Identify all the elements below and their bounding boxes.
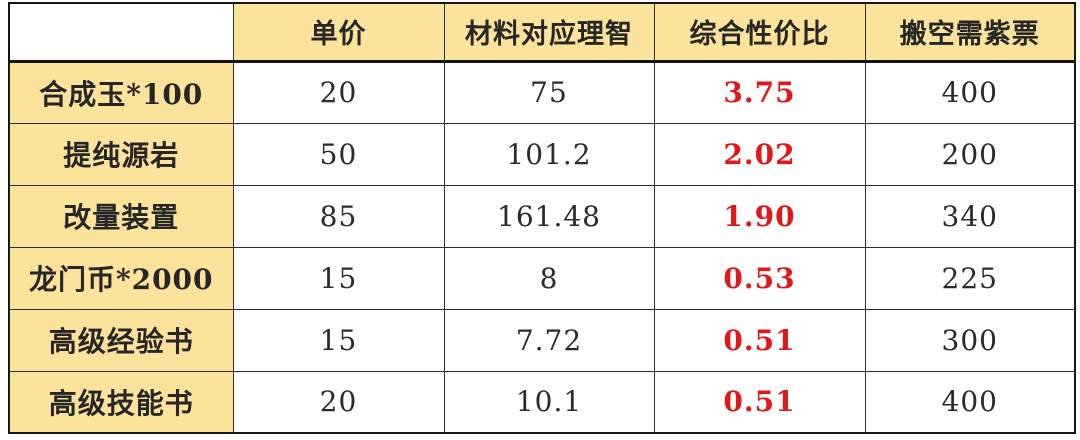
cell-sanity: 101.2 <box>443 122 655 186</box>
cell-ratio: 0.51 <box>653 370 866 434</box>
comparison-table: 单价 材料对应理智 综合性价比 搬空需紫票 合成玉*100 20 75 3.75… <box>8 2 1076 434</box>
table-row: 高级技能书 20 10.1 0.51 400 <box>8 370 1076 434</box>
table-row: 高级经验书 15 7.72 0.51 300 <box>8 308 1076 372</box>
cell-tickets: 400 <box>864 60 1076 124</box>
table-row: 提纯源岩 50 101.2 2.02 200 <box>8 122 1076 186</box>
row-label: 高级经验书 <box>8 308 234 372</box>
cell-sanity: 75 <box>443 60 655 124</box>
header-row: 单价 材料对应理智 综合性价比 搬空需紫票 <box>8 2 1076 63</box>
cell-ratio: 0.53 <box>653 246 866 310</box>
column-header-sanity-equivalent: 材料对应理智 <box>443 2 655 63</box>
cell-ratio: 0.51 <box>653 308 866 372</box>
cell-sanity: 161.48 <box>443 184 655 248</box>
cell-unit-price: 50 <box>232 122 445 186</box>
cell-unit-price: 15 <box>232 246 445 310</box>
table-row: 改量装置 85 161.48 1.90 340 <box>8 184 1076 248</box>
corner-cell <box>8 2 234 63</box>
row-label: 龙门币*2000 <box>8 246 234 310</box>
cell-unit-price: 20 <box>232 370 445 434</box>
cell-tickets: 340 <box>864 184 1076 248</box>
column-header-overall-value-ratio: 综合性价比 <box>653 2 866 63</box>
cell-tickets: 225 <box>864 246 1076 310</box>
column-header-unit-price: 单价 <box>232 2 445 63</box>
cell-tickets: 300 <box>864 308 1076 372</box>
table-row: 龙门币*2000 15 8 0.53 225 <box>8 246 1076 310</box>
cell-sanity: 10.1 <box>443 370 655 434</box>
cell-tickets: 200 <box>864 122 1076 186</box>
cell-unit-price: 15 <box>232 308 445 372</box>
cell-unit-price: 20 <box>232 60 445 124</box>
material-value-table: 单价 材料对应理智 综合性价比 搬空需紫票 合成玉*100 20 75 3.75… <box>8 2 1076 434</box>
cell-ratio: 1.90 <box>653 184 866 248</box>
cell-ratio: 2.02 <box>653 122 866 186</box>
row-label: 提纯源岩 <box>8 122 234 186</box>
cell-ratio: 3.75 <box>653 60 866 124</box>
cell-unit-price: 85 <box>232 184 445 248</box>
column-header-purple-tickets-needed: 搬空需紫票 <box>864 2 1076 63</box>
table-row: 合成玉*100 20 75 3.75 400 <box>8 60 1076 124</box>
row-label: 合成玉*100 <box>8 60 234 124</box>
row-label: 高级技能书 <box>8 370 234 434</box>
cell-tickets: 400 <box>864 370 1076 434</box>
cell-sanity: 7.72 <box>443 308 655 372</box>
cell-sanity: 8 <box>443 246 655 310</box>
row-label: 改量装置 <box>8 184 234 248</box>
